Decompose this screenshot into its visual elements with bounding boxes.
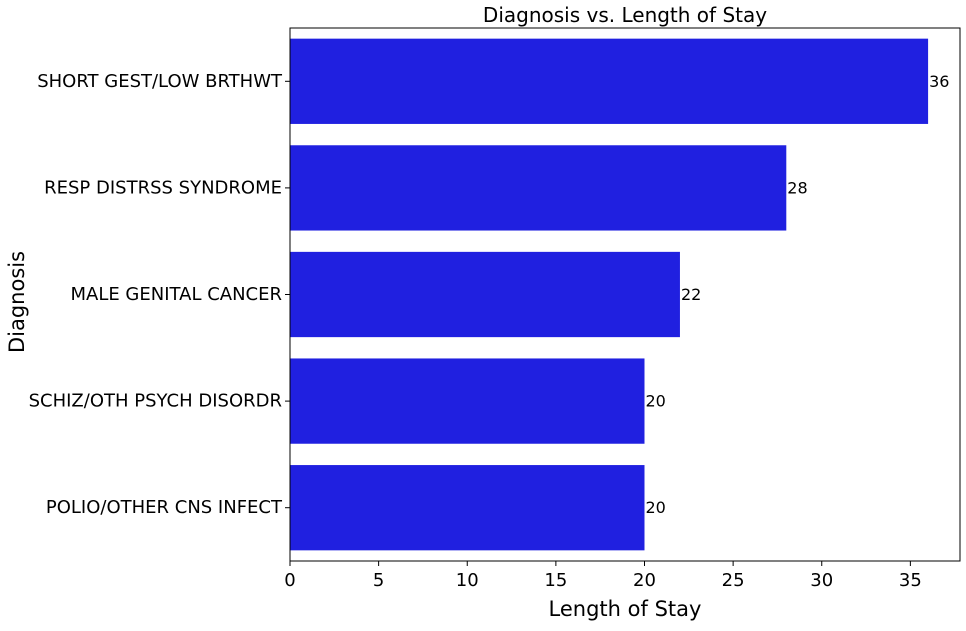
x-tick-label: 5 — [373, 570, 384, 591]
x-ticks-layer: 0 5 10 15 20 25 30 35 — [284, 561, 922, 591]
x-tick-label: 15 — [544, 570, 567, 591]
bars-layer — [290, 38, 929, 551]
bar — [290, 465, 645, 551]
bar — [290, 251, 680, 338]
category-labels-layer: SHORT GEST/LOW BRTHWT RESP DISTRSS SYNDRO… — [29, 71, 290, 518]
x-tick-label: 0 — [284, 570, 295, 591]
bar-value-label: 20 — [645, 392, 665, 411]
bar — [290, 38, 929, 124]
x-tick-label: 20 — [633, 570, 656, 591]
category-label: MALE GENITAL CANCER — [70, 284, 282, 305]
data-labels-layer: 36 28 22 20 20 — [645, 72, 949, 517]
category-label: RESP DISTRSS SYNDROME — [44, 177, 282, 198]
bar-value-label: 22 — [681, 285, 701, 304]
bar — [290, 145, 787, 231]
bar-value-label: 28 — [787, 178, 807, 197]
plot-frame — [289, 27, 961, 562]
x-tick-label: 30 — [810, 570, 833, 591]
chart-title: Diagnosis vs. Length of Stay — [483, 3, 767, 27]
x-axis-label: Length of Stay — [549, 597, 702, 621]
bar-value-label: 36 — [929, 72, 949, 91]
category-label: SCHIZ/OTH PSYCH DISORDR — [29, 391, 282, 412]
y-axis-label: Diagnosis — [5, 251, 29, 353]
bar-value-label: 20 — [645, 498, 665, 517]
x-tick-label: 35 — [899, 570, 922, 591]
x-tick-label: 10 — [456, 570, 479, 591]
x-tick-label: 25 — [722, 570, 745, 591]
bar — [290, 358, 645, 444]
category-label: POLIO/OTHER CNS INFECT — [46, 497, 283, 518]
category-label: SHORT GEST/LOW BRTHWT — [37, 71, 283, 92]
